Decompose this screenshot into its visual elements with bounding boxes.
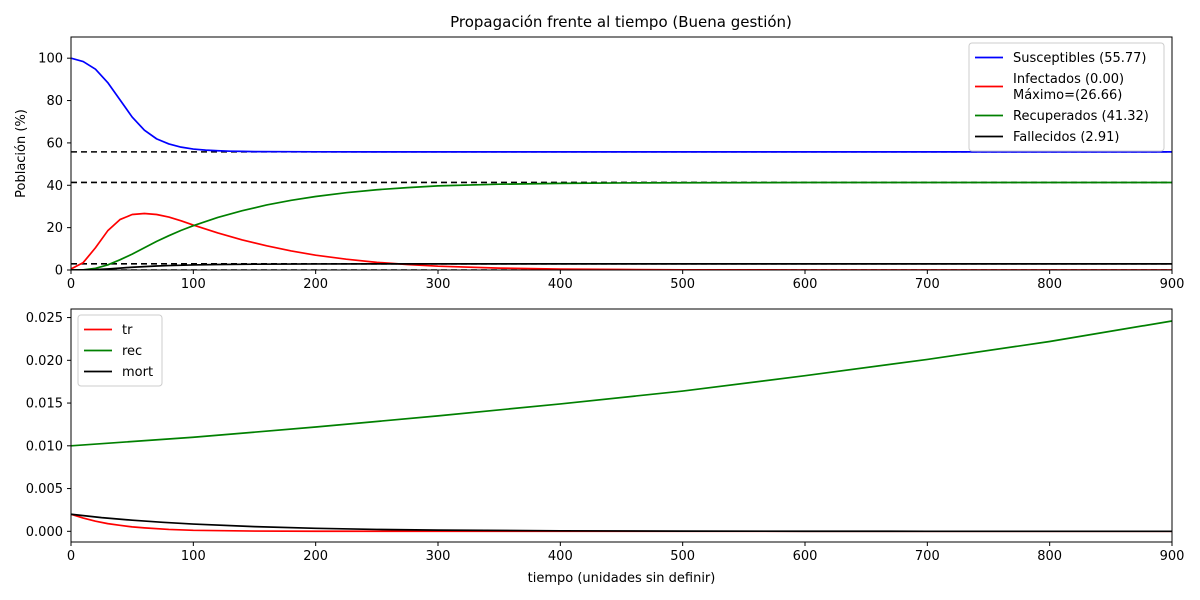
- series-line-2: [71, 181, 1172, 270]
- y-tick-label: 0.020: [26, 354, 63, 369]
- x-tick-label: 500: [670, 277, 695, 292]
- plot-area: [71, 57, 1172, 270]
- series-line-0: [71, 513, 1172, 533]
- x-tick-label: 400: [548, 549, 573, 564]
- legend-label: rec: [122, 344, 142, 359]
- series-line-1: [71, 212, 1172, 270]
- legend-label: Susceptibles (55.77): [1013, 51, 1147, 66]
- y-tick-label: 100: [38, 52, 63, 67]
- x-tick-label: 700: [915, 277, 940, 292]
- legend-label: Recuperados (41.32): [1013, 109, 1149, 124]
- series-line-1: [71, 320, 1172, 447]
- y-tick-label: 60: [46, 136, 63, 151]
- series-line-3: [71, 262, 1172, 270]
- legend-label: Fallecidos (2.91): [1013, 130, 1119, 145]
- y-tick-label: 0.025: [26, 311, 63, 326]
- x-tick-label: 400: [548, 277, 573, 292]
- x-tick-label: 300: [426, 277, 451, 292]
- legend-label: Infectados (0.00) Máximo=(26.66): [1013, 72, 1124, 103]
- legend-label: tr: [122, 323, 133, 338]
- series-line-2: [71, 513, 1172, 533]
- y-tick-label: 20: [46, 221, 63, 236]
- x-tick-label: 0: [67, 277, 75, 292]
- y-tick-label: 40: [46, 179, 63, 194]
- x-tick-label: 200: [303, 277, 328, 292]
- x-axis-label: tiempo (unidades sin definir): [528, 571, 716, 586]
- y-tick-label: 0.005: [26, 482, 63, 497]
- y-tick-label: 80: [46, 94, 63, 109]
- chart-title: Propagación frente al tiempo (Buena gest…: [450, 13, 792, 31]
- axes-frame: [70, 36, 1173, 271]
- y-axis-label: Población (%): [14, 109, 29, 198]
- y-tick-label: 0.015: [26, 397, 63, 412]
- y-tick-label: 0: [55, 264, 63, 279]
- x-tick-label: 600: [793, 549, 818, 564]
- bottom-panel: 0 100 200 300 400 500 600 700 800 900 0.000 0.005 0.…: [26, 308, 1185, 586]
- x-tick-label: 100: [181, 549, 206, 564]
- x-tick-label: 900: [1160, 277, 1185, 292]
- x-tick-label: 100: [181, 277, 206, 292]
- legend: tr rec mort: [77, 314, 163, 387]
- y-tick-label: 0.000: [26, 525, 63, 540]
- legend-box: [77, 314, 163, 387]
- legend-box: [968, 42, 1165, 152]
- legend: Susceptibles (55.77) Infectados (0.00) Máx…: [968, 42, 1165, 152]
- x-tick-label: 800: [1037, 277, 1062, 292]
- plot-area: [71, 320, 1172, 533]
- y-tick-label: 0.010: [26, 439, 63, 454]
- x-tick-label: 300: [426, 549, 451, 564]
- x-tick-label: 800: [1037, 549, 1062, 564]
- x-tick-label: 700: [915, 549, 940, 564]
- axes-frame: [70, 308, 1173, 543]
- x-tick-label: 600: [793, 277, 818, 292]
- x-tick-label: 200: [303, 549, 328, 564]
- legend-label: mort: [122, 365, 153, 380]
- x-tick-label: 0: [67, 549, 75, 564]
- x-tick-label: 500: [670, 549, 695, 564]
- top-panel: 0 100 200 300 400 500 600 700 800 900 0 20 40 60 80 100…: [14, 36, 1185, 292]
- x-tick-label: 900: [1160, 549, 1185, 564]
- series-line-0: [71, 57, 1172, 153]
